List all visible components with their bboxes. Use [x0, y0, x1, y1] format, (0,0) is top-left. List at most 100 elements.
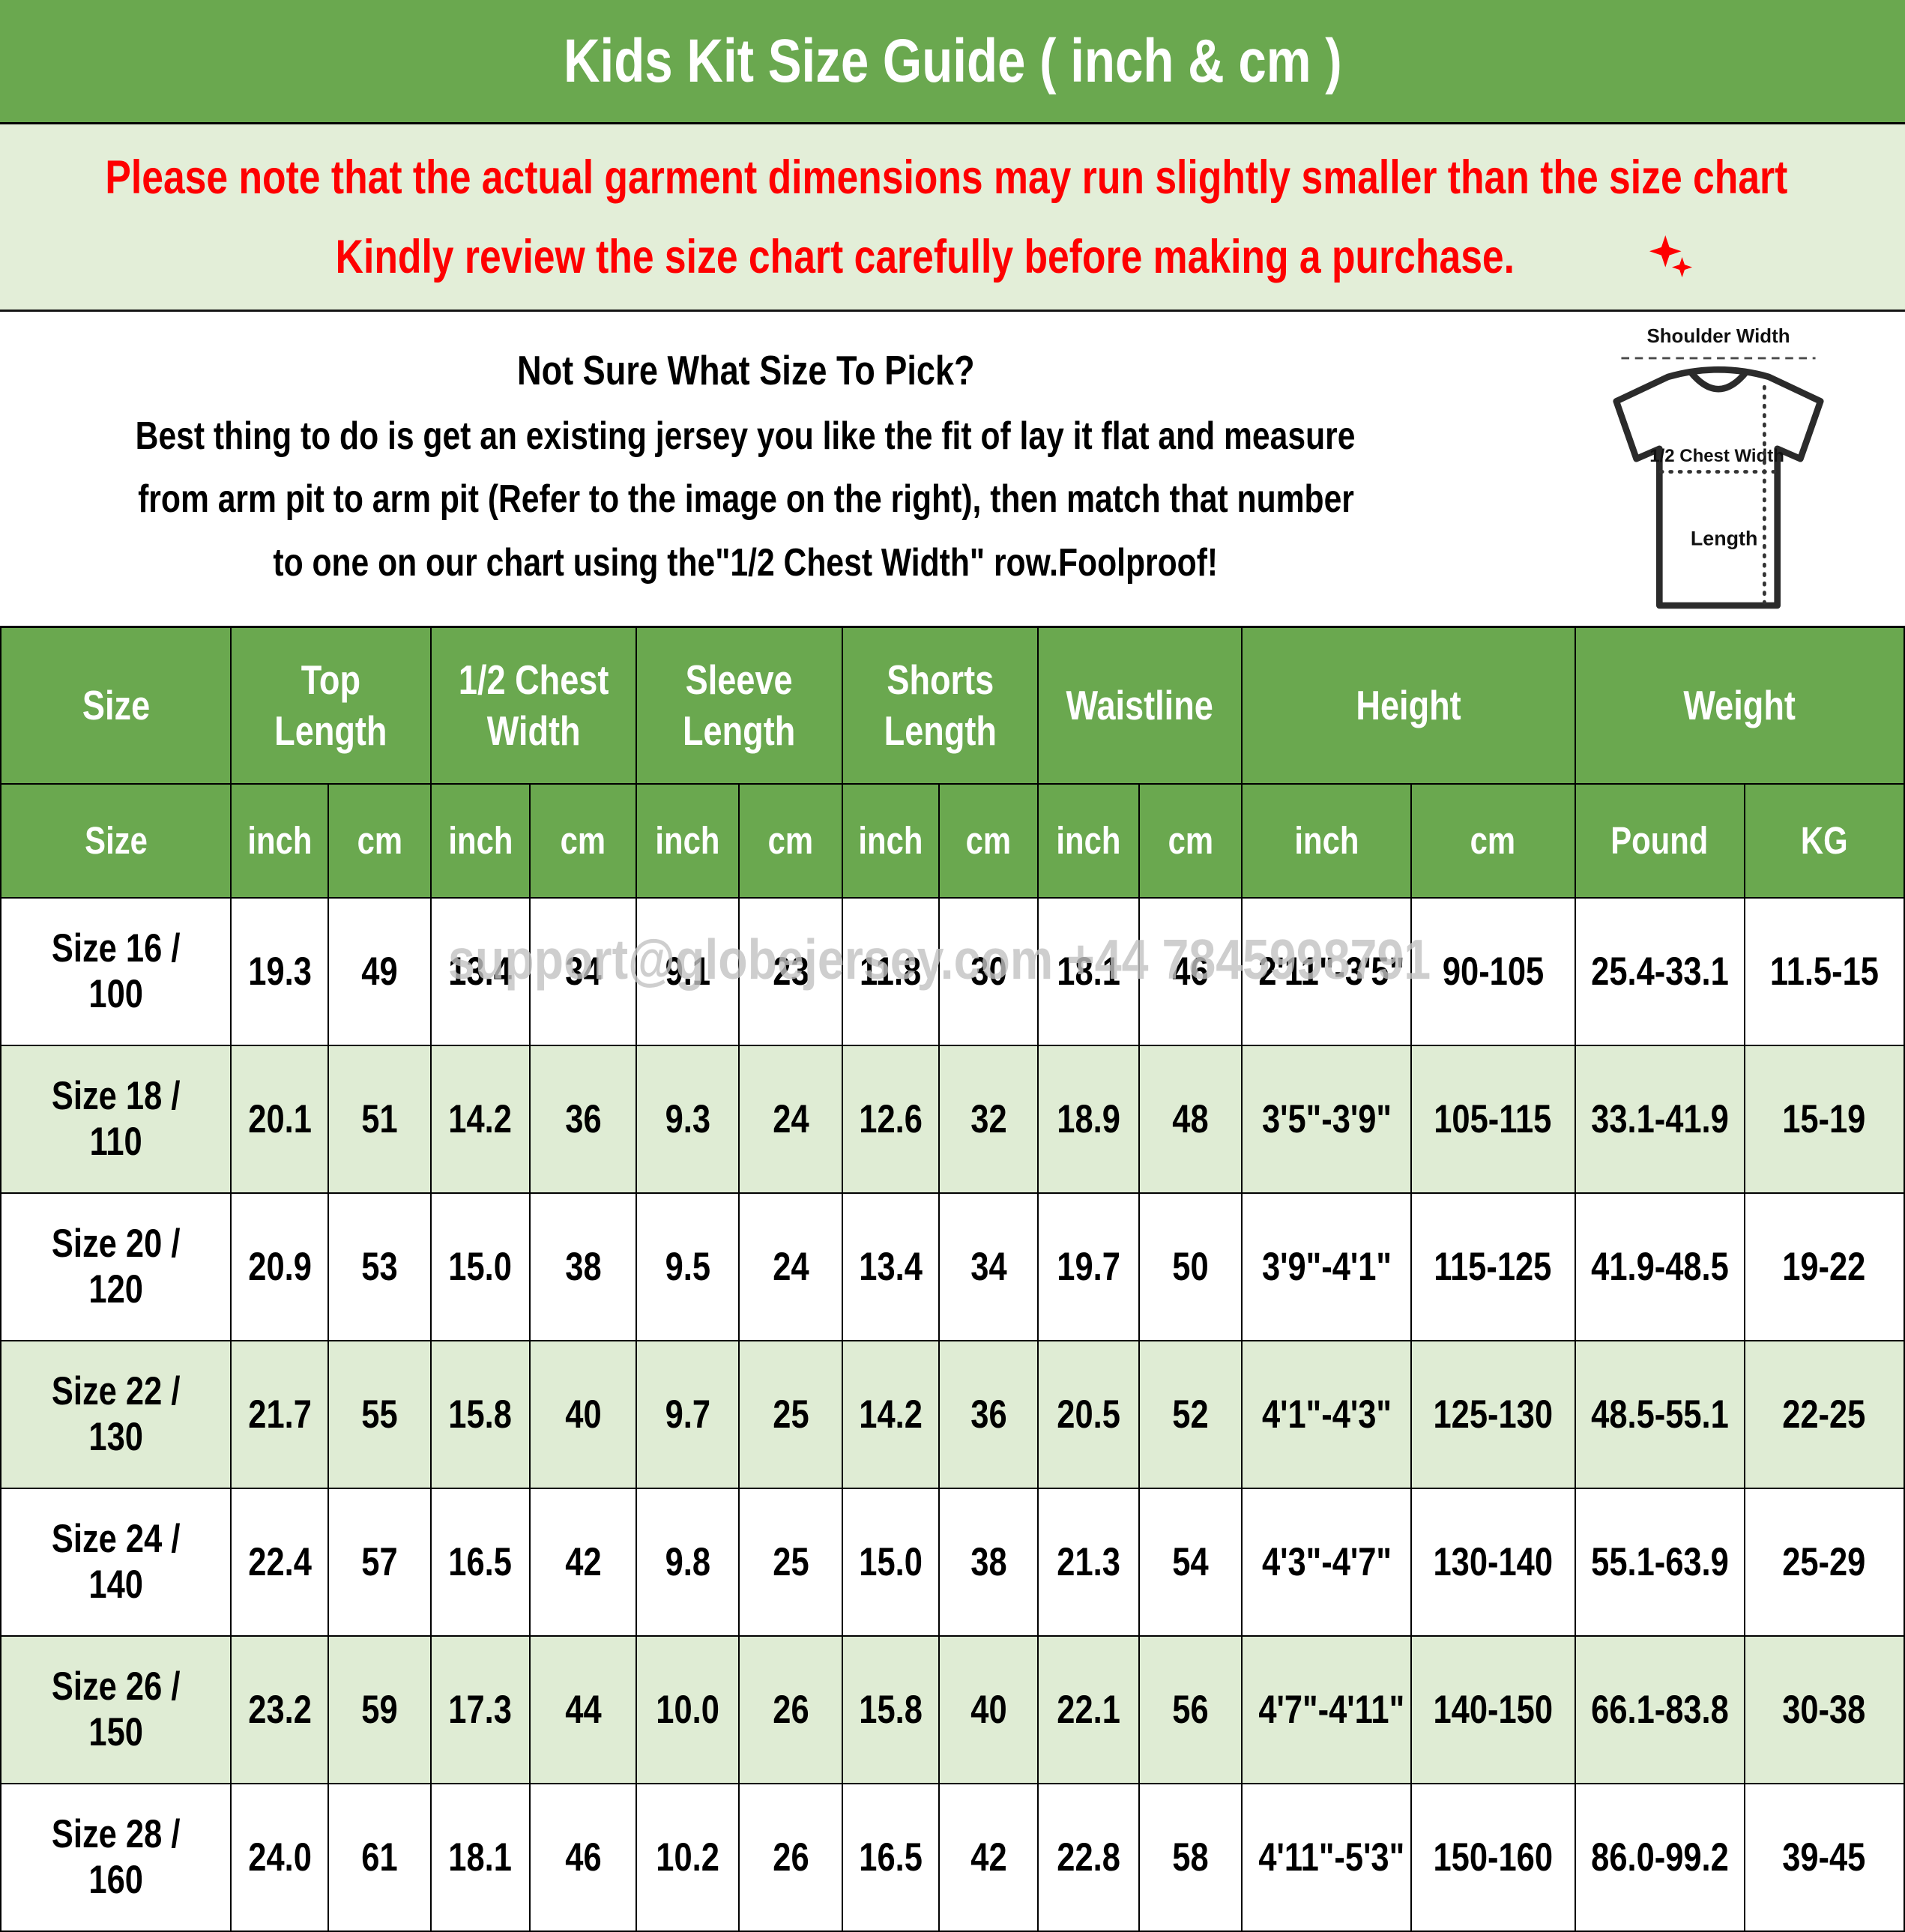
value-cell: 9.7: [635, 1339, 740, 1489]
size-cell: Size 22 / 130: [0, 1339, 232, 1489]
column-group-header: Sleeve Length: [635, 626, 843, 785]
table-row: Size 16 / 100 19.3 49 13.4 34 9.1 23 11.8 30 18.1…: [0, 896, 1905, 1046]
value-cell: 20.5: [1037, 1339, 1140, 1489]
value-cell: 42: [529, 1487, 638, 1637]
fit-guide-text: Not Sure What Size To Pick? Best thing t…: [0, 337, 1491, 595]
column-group-header: Shorts Length: [841, 626, 1039, 785]
size-cell: Size 18 / 110: [0, 1044, 232, 1194]
value-cell: 48.5-55.1: [1574, 1339, 1745, 1489]
fit-guide-line-1: Best thing to do is get an existing jers…: [136, 414, 1356, 458]
title-bar: Kids Kit Size Guide ( inch & cm ): [0, 0, 1905, 124]
value-cell: 20.9: [230, 1192, 329, 1341]
value-cell: 57: [327, 1487, 432, 1637]
column-subheader: cm: [1410, 782, 1576, 899]
value-cell: 36: [938, 1339, 1039, 1489]
column-group-header: Height: [1241, 626, 1576, 785]
tshirt-outline: [1613, 366, 1824, 609]
size-table-section: support@globejersey.com +44 7845998791 S…: [0, 626, 1905, 1932]
value-cell: 30-38: [1743, 1634, 1905, 1784]
fit-guide-section: Not Sure What Size To Pick? Best thing t…: [0, 312, 1905, 626]
value-cell: 55: [327, 1339, 432, 1489]
fit-guide-line-2: from arm pit to arm pit (Refer to the im…: [137, 477, 1354, 522]
value-cell: 9.8: [635, 1487, 740, 1637]
column-subheader: cm: [938, 782, 1039, 899]
value-cell: 66.1-83.8: [1574, 1634, 1745, 1784]
column-subheader: inch: [1241, 782, 1413, 899]
table-row: Size 24 / 140 22.4 57 16.5 42 9.8 25 15.0 38 21.3…: [0, 1487, 1905, 1637]
column-subheader: cm: [738, 782, 843, 899]
value-cell: 15-19: [1743, 1044, 1905, 1194]
table-subheader-row: Size inch cm inch cm inch cm inch cm inch cm inch cm…: [0, 782, 1905, 899]
shoulder-width-label: Shoulder Width: [1646, 326, 1790, 347]
value-cell: 19-22: [1743, 1192, 1905, 1341]
length-label: Length: [1691, 527, 1758, 549]
value-cell: 105-115: [1410, 1044, 1576, 1194]
value-cell: 18.1: [1037, 896, 1140, 1046]
value-cell: 86.0-99.2: [1574, 1782, 1745, 1932]
value-cell: 20.1: [230, 1044, 329, 1194]
column-subheader: cm: [1138, 782, 1243, 899]
half-chest-width-label: 1/2 Chest Width: [1649, 446, 1784, 466]
value-cell: 2'11"-3'5": [1241, 896, 1413, 1046]
value-cell: 25.4-33.1: [1574, 896, 1745, 1046]
value-cell: 52: [1138, 1339, 1243, 1489]
notice-line-1: Please note that the actual garment dime…: [0, 151, 1905, 205]
value-cell: 44: [529, 1634, 638, 1784]
value-cell: 25-29: [1743, 1487, 1905, 1637]
value-cell: 15.0: [841, 1487, 941, 1637]
tshirt-collar: [1688, 370, 1748, 393]
column-group-header: Waistline: [1037, 626, 1243, 785]
value-cell: 24: [738, 1044, 843, 1194]
value-cell: 51: [327, 1044, 432, 1194]
size-cell: Size 20 / 120: [0, 1192, 232, 1341]
value-cell: 10.2: [635, 1782, 740, 1932]
size-cell: Size 26 / 150: [0, 1634, 232, 1784]
value-cell: 26: [738, 1634, 843, 1784]
value-cell: 4'1"-4'3": [1241, 1339, 1413, 1489]
value-cell: 22-25: [1743, 1339, 1905, 1489]
value-cell: 14.2: [841, 1339, 941, 1489]
value-cell: 32: [938, 1044, 1039, 1194]
value-cell: 9.1: [635, 896, 740, 1046]
column-subheader: KG: [1743, 782, 1905, 899]
value-cell: 18.1: [430, 1782, 531, 1932]
notice-line-2: Kindly review the size chart carefully b…: [206, 230, 1700, 284]
table-group-header-row: Size Top Length 1/2 Chest Width Sleeve Leng…: [0, 626, 1905, 785]
value-cell: 36: [529, 1044, 638, 1194]
value-cell: 19.7: [1037, 1192, 1140, 1341]
value-cell: 21.3: [1037, 1487, 1140, 1637]
value-cell: 24: [738, 1192, 843, 1341]
value-cell: 10.0: [635, 1634, 740, 1784]
size-cell: Size 24 / 140: [0, 1487, 232, 1637]
value-cell: 16.5: [841, 1782, 941, 1932]
value-cell: 18.9: [1037, 1044, 1140, 1194]
table-row: Size 26 / 150 23.2 59 17.3 44 10.0 26 15.8 40 22.…: [0, 1634, 1905, 1784]
column-subheader: cm: [327, 782, 432, 899]
value-cell: 50: [1138, 1192, 1243, 1341]
column-group-header: Size: [0, 626, 232, 785]
value-cell: 4'11"-5'3": [1241, 1782, 1413, 1932]
value-cell: 17.3: [430, 1634, 531, 1784]
value-cell: 4'7"-4'11": [1241, 1634, 1413, 1784]
value-cell: 46: [529, 1782, 638, 1932]
column-subheader: inch: [841, 782, 941, 899]
table-row: Size 28 / 160 24.0 61 18.1 46 10.2 26 16.5 42 22.…: [0, 1782, 1905, 1932]
value-cell: 39-45: [1743, 1782, 1905, 1932]
value-cell: 150-160: [1410, 1782, 1576, 1932]
fit-guide-line-3: to one on our chart using the"1/2 Chest …: [273, 541, 1219, 585]
value-cell: 125-130: [1410, 1339, 1576, 1489]
value-cell: 54: [1138, 1487, 1243, 1637]
value-cell: 3'5"-3'9": [1241, 1044, 1413, 1194]
value-cell: 40: [938, 1634, 1039, 1784]
column-group-header: 1/2 Chest Width: [430, 626, 638, 785]
value-cell: 42: [938, 1782, 1039, 1932]
column-subheader: inch: [635, 782, 740, 899]
column-subheader: Size: [0, 782, 232, 899]
value-cell: 34: [938, 1192, 1039, 1341]
value-cell: 19.3: [230, 896, 329, 1046]
value-cell: 12.6: [841, 1044, 941, 1194]
table-row: Size 22 / 130 21.7 55 15.8 40 9.7 25 14.2 36 20.5…: [0, 1339, 1905, 1489]
value-cell: 33.1-41.9: [1574, 1044, 1745, 1194]
value-cell: 15.8: [841, 1634, 941, 1784]
column-subheader: inch: [430, 782, 531, 899]
